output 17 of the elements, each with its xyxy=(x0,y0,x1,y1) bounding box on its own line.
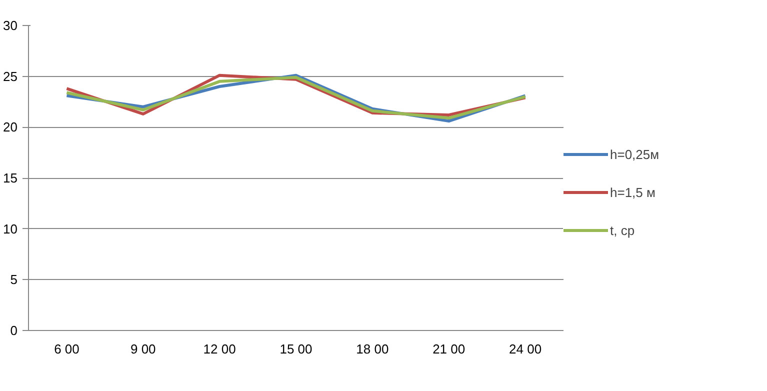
y-tick-label: 0 xyxy=(10,323,18,338)
x-tick-label: 12 00 xyxy=(203,342,236,356)
legend-label: t, ср xyxy=(610,222,635,238)
y-tick-label: 15 xyxy=(3,170,18,186)
y-tick-label: 25 xyxy=(3,68,18,84)
legend-label: h=1,5 м xyxy=(610,184,656,200)
y-tick-label: 5 xyxy=(10,272,18,288)
x-tick-label: 18 00 xyxy=(356,342,389,356)
x-tick-label: 15 00 xyxy=(280,342,312,356)
legend-label: h=0,25м xyxy=(610,146,660,162)
x-tick-label: 6 00 xyxy=(54,342,80,356)
x-tick-label: 9 00 xyxy=(130,342,156,356)
y-tick-label: 20 xyxy=(3,120,18,135)
x-tick-label: 21 00 xyxy=(432,342,466,356)
x-tick-label: 24 00 xyxy=(509,342,542,356)
y-tick-label: 30 xyxy=(3,18,18,33)
y-tick-label: 10 xyxy=(3,221,18,236)
